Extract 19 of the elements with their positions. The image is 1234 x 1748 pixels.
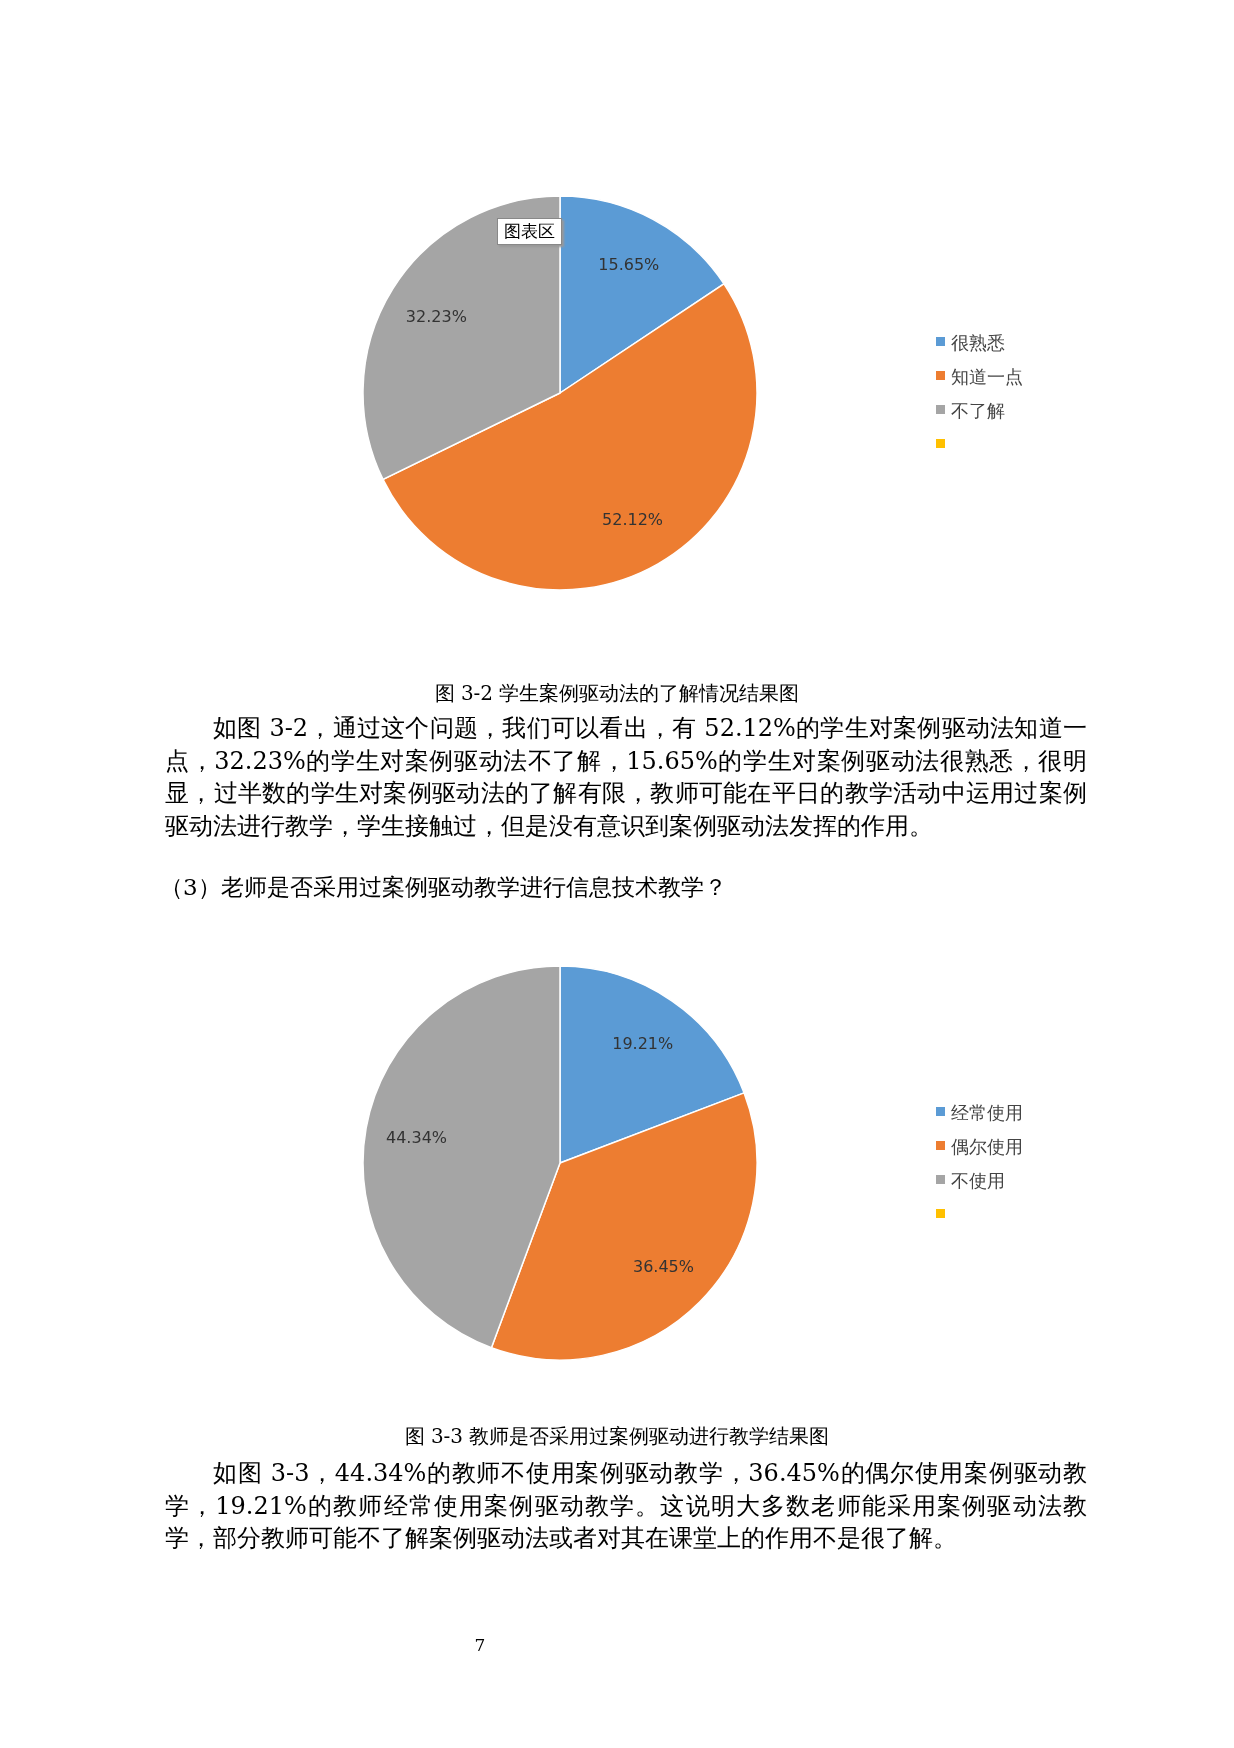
text: 图 3-2 学生案例驱动法的了解情况结果图 <box>433 680 801 707</box>
legend-label: 很熟悉 <box>951 332 1005 353</box>
text: 如图 3-3，44.34%的教师不使用案例驱动教学，36.45%的偶尔使用案例驱动教学，19.21%的教师经常使用案例驱动教学。这说明大多数老师能采用案例驱动法教学，部分教师可能不了解案例驱动法或者对其在课堂上的作用不是很了解。 <box>165 1458 1087 1554</box>
data-label: 36.45% <box>632 1256 695 1276</box>
text: 如图 3-2，通过这个问题，我们可以看出，有 52.12%的学生对案例驱动法知道一点，32.23%的学生对案例驱动法不了解，15.65%的学生对案例驱动法很熟悉，很明显，过半数的学生对案例驱动法的了解有限，教师可能在平日的教学活动中运用过案例驱动法进行教学，学生接触过，但是没有意识到案例驱动法发挥的作用。 <box>165 713 1087 842</box>
text: 图 3-3 教师是否采用过案例驱动进行教学结果图 <box>403 1423 831 1450</box>
legend-label: 知道一点 <box>951 366 1023 387</box>
data-label: 32.23% <box>405 306 467 326</box>
data-label: 52.12% <box>602 510 664 530</box>
text: 图表区 <box>497 218 562 245</box>
chart-subtitle: （3）老师是否采用过案例驱动教学进行信息技术教学？ <box>160 873 727 902</box>
legend-label: 不了解 <box>951 400 1005 421</box>
data-label: 19.21% <box>612 1033 674 1053</box>
text: 7 <box>473 1635 487 1655</box>
data-label: 15.65% <box>598 255 660 275</box>
legend-label: 不使用 <box>951 1170 1005 1191</box>
data-label: 44.34% <box>386 1128 448 1148</box>
legend-label: 经常使用 <box>951 1102 1023 1123</box>
legend-label: 偶尔使用 <box>951 1136 1023 1157</box>
